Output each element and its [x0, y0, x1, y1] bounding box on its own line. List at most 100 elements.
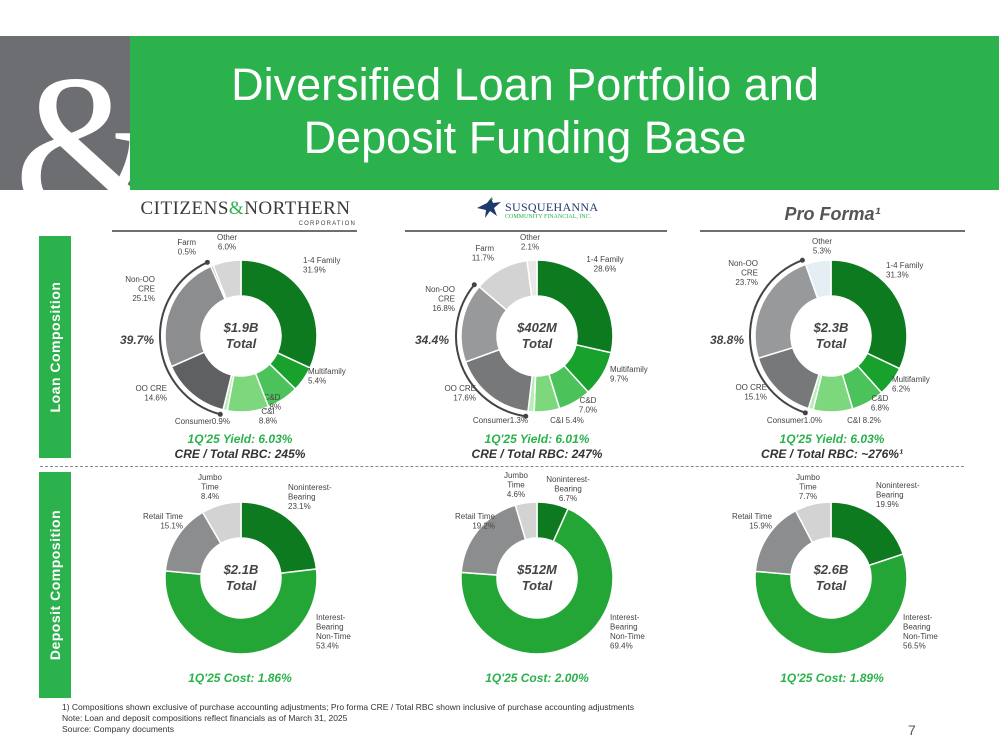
pf-loan-slice-7 [804, 259, 832, 300]
cn-deposit-center-value: $2.1B [223, 562, 259, 577]
column-header-rule [112, 230, 357, 232]
sq-deposit-slice-label-3: Jumbo Time 4.6% [504, 471, 529, 499]
cn-loan-cre-share: 39.7% [120, 333, 154, 347]
sq-loan-yield: 1Q'25 Yield: 6.01% [484, 432, 590, 446]
footnote-note: Note: Loan and deposit compositions refl… [62, 713, 348, 723]
sq-cre-rbc: CRE / Total RBC: 247% [471, 447, 603, 461]
cn-loan-slice-label-3: C&I 8.8% [259, 407, 277, 426]
cn-deposit-slice-label-1: Interest-Bearing Non-Time 53.4% [316, 613, 351, 651]
sq-loan-slice-label-5: OO CRE 17.6% [444, 384, 476, 403]
loan-composition-label: Loan Composition [39, 236, 71, 458]
column-header-rule [405, 230, 667, 232]
pf-loan-slice-6 [754, 263, 819, 360]
sq-deposit-center-value: $512M [516, 562, 558, 577]
sq-loan-slice-label-0: 1-4 Family 28.6% [586, 255, 623, 274]
sq-deposit-slice-label-0: Noninterest-Bearing 6.7% [546, 475, 590, 503]
footnote-1: 1) Compositions shown exclusive of purch… [62, 702, 634, 712]
cn-deposit-slice-3 [201, 501, 242, 545]
sq-loan-slice-label-1: Multifamily 9.7% [610, 365, 648, 384]
citizens-northern-logo: CITIZENS&NORTHERN CORPORATION [133, 198, 358, 227]
susquehanna-logo: SUSQUEHANNA COMMUNITY FINANCIAL, INC. [475, 194, 598, 226]
cn-loan-slice-0 [240, 259, 318, 369]
sq-deposit-slice-1 [460, 507, 614, 655]
pf-deposit-donut: Noninterest-Bearing 19.9% Interest-Bearing… [732, 473, 938, 655]
cn-loan-slice-label-5: OO CRE 14.6% [135, 384, 167, 403]
sq-loan-slice-label-7: Farm 11.7% [472, 244, 494, 263]
sq-deposit-slice-label-2: Retail Time 19.2% [455, 512, 496, 531]
cn-cre-rbc: CRE / Total RBC: 245% [174, 447, 306, 461]
cn-loan-slice-label-4: Consumer0.9% [175, 417, 230, 426]
sq-deposit-slice-label-1: Interest-Bearing Non-Time 69.4% [610, 613, 645, 651]
sq-loan-center-total: Total [522, 336, 553, 351]
sq-deposit-donut: Noninterest-Bearing 6.7% Interest-Bearing N… [455, 471, 645, 655]
sq-loan-bracket-end-0 [523, 413, 529, 419]
sq-loan-slice-label-3: C&I 5.4% [550, 416, 584, 425]
pf-deposit-center-value: $2.6B [813, 562, 849, 577]
pro-forma-header: Pro Forma¹ [784, 204, 881, 224]
sq-loan-donut: 1-4 Family 28.6% Multifamily 9.7% C&D 7.0%C&I… [415, 233, 648, 425]
cn-logo-amp: & [228, 198, 245, 219]
pf-loan-slice-label-6: Non-OO CRE 23.7% [728, 259, 758, 287]
cn-logo-sub: CORPORATION [298, 221, 356, 227]
cn-loan-slice-6 [164, 265, 227, 368]
pf-loan-slice-label-5: OO CRE 15.1% [735, 383, 767, 402]
page-title: Diversified Loan Portfolio and Deposit F… [130, 58, 920, 164]
pf-loan-bracket-end-1 [799, 257, 805, 263]
pf-loan-slice-label-2: C&D 6.8% [871, 394, 889, 413]
cn-deposit-slice-label-0: Noninterest-Bearing 23.1% [288, 483, 332, 511]
cn-loan-slice-label-1: Multifamily 5.4% [308, 367, 346, 386]
cn-loan-slice-label-2: C&D 6.8% [263, 393, 281, 412]
pf-loan-slice-label-0: 1-4 Family 31.3% [886, 261, 923, 280]
pf-deposit-slice-label-3: Jumbo Time 7.7% [796, 473, 821, 501]
pf-loan-cre-share: 38.8% [710, 333, 744, 347]
pf-loan-center-total: Total [816, 336, 847, 351]
sq-logo-sub: COMMUNITY FINANCIAL, INC. [505, 214, 592, 220]
pf-deposit-slice-label-2: Retail Time 15.9% [732, 512, 773, 531]
pf-loan-cre-bracket [749, 259, 806, 414]
sq-deposit-center-total: Total [522, 578, 553, 593]
pf-loan-bracket-end-0 [802, 410, 808, 416]
pf-cre-rbc: CRE / Total RBC: ~276%¹ [761, 447, 903, 461]
sq-loan-slice-label-8: Other 2.1% [520, 233, 540, 252]
cn-deposit-center-total: Total [226, 578, 257, 593]
cn-loan-slice-label-8: Other 6.0% [217, 233, 237, 252]
page-number: 7 [908, 722, 916, 738]
cn-logo-part2: NORTHERN [244, 198, 351, 219]
sq-loan-slice-8 [526, 259, 538, 298]
column-header-rule [700, 230, 965, 232]
sq-loan-center-value: $402M [516, 320, 558, 335]
section-divider [40, 466, 964, 467]
pf-loan-slice-0 [830, 259, 908, 370]
cn-deposit-donut: Noninterest-Bearing 23.1% Interest-Bearing… [143, 473, 351, 655]
pf-loan-slice-label-4: Consumer1.0% [767, 416, 822, 425]
sq-loan-bracket-end-1 [471, 282, 477, 288]
pf-loan-slice-label-7: Other 5.3% [812, 237, 832, 256]
footnotes: 1) Compositions shown exclusive of purch… [62, 702, 634, 735]
sq-loan-slice-label-2: C&D 7.0% [579, 396, 597, 415]
eagle-icon [477, 197, 501, 218]
footnote-source: Source: Company documents [62, 724, 174, 734]
cn-loan-slice-label-0: 1-4 Family 31.9% [303, 256, 340, 275]
deposit-composition-label: Deposit Composition [39, 472, 71, 698]
cn-loan-bracket-end-0 [217, 411, 223, 417]
sq-logo-name: SUSQUEHANNA [505, 200, 599, 214]
header-banner [130, 36, 999, 190]
pf-loan-yield: 1Q'25 Yield: 6.03% [779, 432, 885, 446]
cn-loan-cre-bracket [159, 261, 221, 416]
cn-loan-center-value: $1.9B [223, 320, 259, 335]
cn-loan-center-total: Total [226, 336, 257, 351]
page-title-line1: Diversified Loan Portfolio and [231, 59, 819, 110]
pf-deposit-center-total: Total [816, 578, 847, 593]
cn-loan-slice-label-6: Non-OO CRE 25.1% [125, 275, 155, 303]
sq-loan-slice-label-6: Non-OO CRE 16.8% [425, 285, 455, 313]
cn-loan-donut: 1-4 Family 31.9% Multifamily 5.4% C&D 6.8%C&I… [120, 233, 346, 426]
sq-loan-slice-0 [536, 259, 614, 354]
sq-loan-cre-share: 34.4% [415, 333, 449, 347]
cn-deposit-slice-label-2: Retail Time 15.1% [143, 512, 184, 531]
pf-loan-slice-5 [757, 346, 821, 410]
cn-loan-yield: 1Q'25 Yield: 6.03% [187, 432, 293, 446]
cn-logo-part1: CITIZENS [140, 198, 229, 219]
pf-deposit-slice-0 [830, 501, 905, 567]
sq-deposit-slice-3 [514, 501, 538, 541]
